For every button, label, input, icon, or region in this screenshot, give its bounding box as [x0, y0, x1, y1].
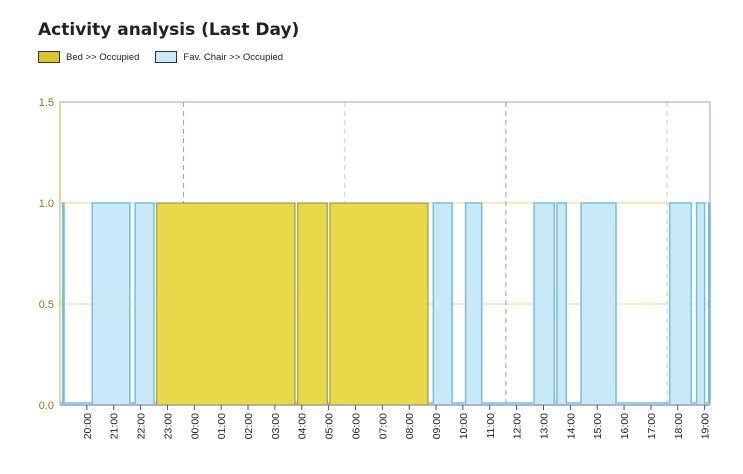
x-tick-label: 05:00 [324, 413, 336, 439]
x-tick-label: 02:00 [243, 413, 255, 439]
x-tick-label: 06:00 [350, 413, 362, 439]
x-tick-label: 19:00 [700, 413, 712, 439]
legend-item-chair[interactable]: Fav. Chair >> Occupied [155, 51, 283, 63]
x-tick-label: 08:00 [404, 413, 416, 439]
series-chair-block [556, 203, 567, 405]
x-tick-label: 11:00 [485, 413, 497, 439]
series-chair-line [60, 202, 711, 404]
series-chair-block [696, 203, 705, 405]
series-bed-block [156, 202, 296, 406]
x-tick-label: 15:00 [592, 413, 604, 439]
x-tick-label: 03:00 [270, 413, 282, 439]
series-chair-block [465, 203, 482, 405]
y-tick-label: 0.5 [39, 299, 54, 311]
x-tick-label: 18:00 [673, 413, 685, 439]
legend-swatch-chair [155, 51, 178, 63]
legend-item-bed[interactable]: Bed >> Occupied [38, 51, 139, 63]
series-chair-block [433, 203, 453, 405]
x-tick-label: 16:00 [619, 413, 631, 439]
series-chair-block [581, 203, 616, 405]
y-tick-label: 1.5 [39, 97, 54, 109]
series-chair-block [534, 203, 555, 405]
legend-label-bed: Bed >> Occupied [66, 51, 140, 63]
legend-swatch-bed [38, 51, 60, 63]
legend: Bed >> Occupied Fav. Chair >> Occupied [38, 51, 299, 63]
x-tick-label: 09:00 [431, 413, 443, 439]
legend-label-chair: Fav. Chair >> Occupied [183, 51, 284, 63]
series-chair-block [669, 203, 692, 405]
x-tick-label: 20:00 [82, 413, 94, 439]
x-tick-label: 07:00 [377, 413, 389, 439]
chart-title: Activity analysis (Last Day) [38, 20, 300, 40]
series-bed-block [329, 202, 429, 406]
x-tick-label: 04:00 [297, 413, 309, 439]
x-tick-label: 21:00 [109, 413, 121, 439]
x-tick-label: 17:00 [646, 413, 658, 439]
series-chair-block [135, 203, 155, 405]
x-tick-label: 01:00 [216, 413, 228, 439]
y-tick-label: 0.0 [39, 400, 54, 412]
x-tick-label: 23:00 [162, 413, 174, 439]
series-bed-block [297, 202, 328, 406]
x-tick-label: 13:00 [538, 413, 550, 439]
series-chair-block [92, 203, 130, 405]
y-tick-label: 1.0 [39, 198, 54, 210]
x-tick-label: 10:00 [458, 413, 470, 439]
x-tick-label: 00:00 [189, 413, 201, 439]
x-tick-label: 22:00 [136, 413, 148, 439]
x-tick-label: 14:00 [565, 413, 577, 439]
x-tick-label: 12:00 [512, 413, 524, 439]
